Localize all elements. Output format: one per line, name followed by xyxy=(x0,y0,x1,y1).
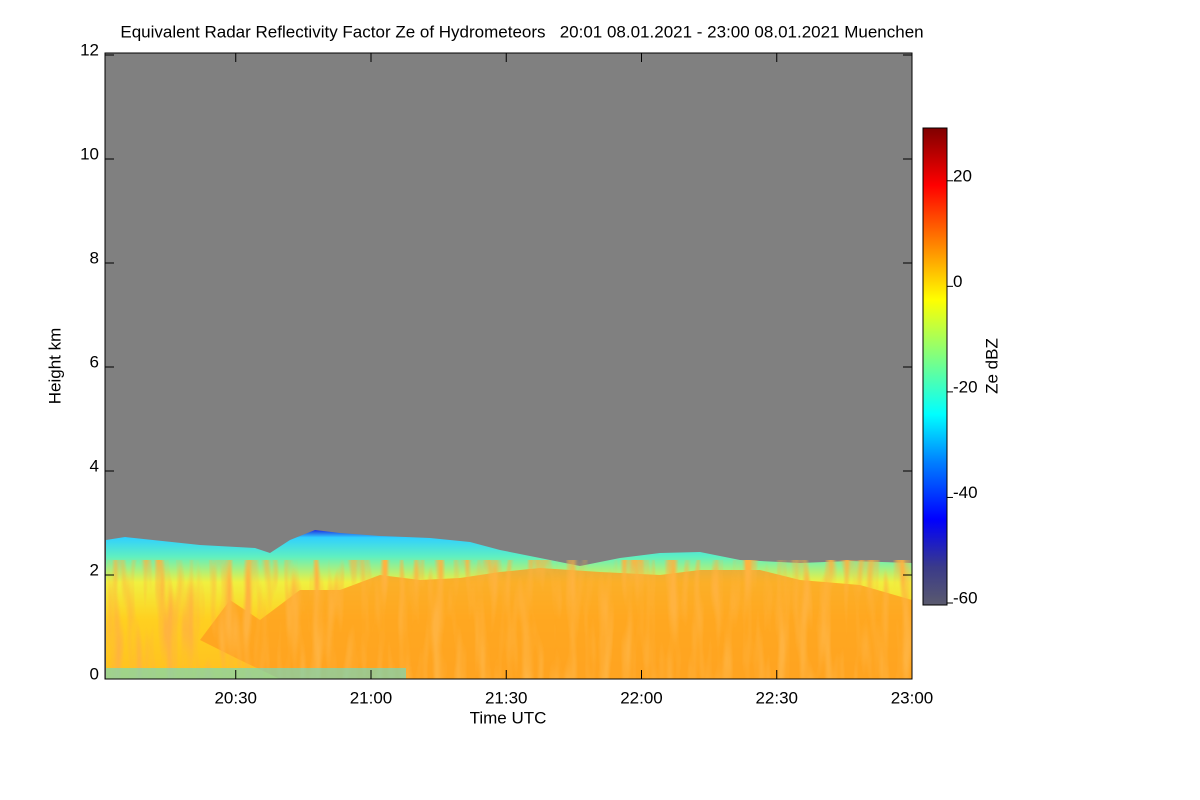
y-tick-label: 2 xyxy=(90,560,99,579)
y-tick-label: 6 xyxy=(90,352,99,371)
echo-field xyxy=(106,530,912,679)
echo-streaks xyxy=(106,560,912,679)
y-tick-label: 4 xyxy=(90,456,99,475)
plot-frame xyxy=(104,52,913,680)
x-tick-label: 22:00 xyxy=(620,688,663,707)
colorbar-tick-label: -20 xyxy=(953,377,978,396)
colorbar xyxy=(922,127,948,606)
x-tick-label: 21:00 xyxy=(350,688,393,707)
y-tick-label: 0 xyxy=(90,664,99,683)
x-tick-label: 23:00 xyxy=(891,688,934,707)
y-tick-label: 8 xyxy=(90,248,99,267)
colorbar-tick-label: 0 xyxy=(953,272,962,291)
y-axis-label: Height km xyxy=(45,328,64,405)
x-tick-label: 21:30 xyxy=(485,688,528,707)
x-tick-label: 20:30 xyxy=(214,688,257,707)
chart-title: Equivalent Radar Reflectivity Factor Ze … xyxy=(120,22,923,41)
colorbar-tick-label: -40 xyxy=(953,483,978,502)
x-axis-label: Time UTC xyxy=(470,708,547,727)
colorbar-tick-label: 20 xyxy=(953,166,972,185)
x-tick-label: 22:30 xyxy=(755,688,798,707)
y-tick-label: 10 xyxy=(80,144,99,163)
y-tick-label: 12 xyxy=(80,40,99,59)
echo-base xyxy=(106,668,406,679)
colorbar-tick-label: -60 xyxy=(953,588,978,607)
colorbar-label: Ze dBZ xyxy=(982,338,1001,394)
